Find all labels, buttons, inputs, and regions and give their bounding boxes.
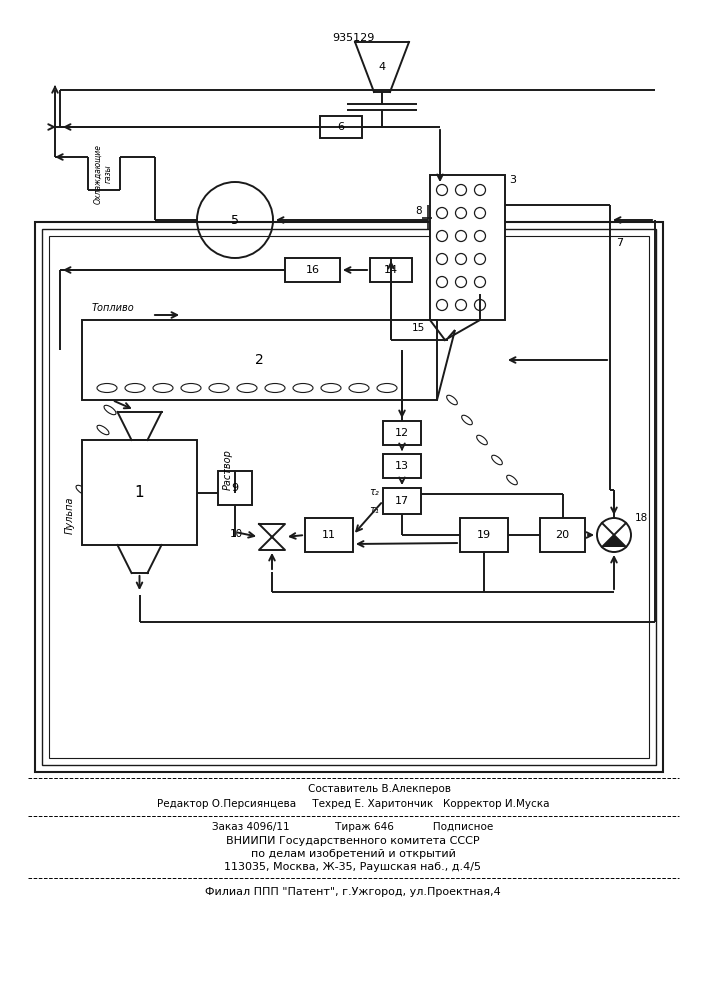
- Text: 113035, Москва, Ж-35, Раушская наб., д.4/5: 113035, Москва, Ж-35, Раушская наб., д.4…: [225, 862, 481, 872]
- Text: Составитель В.Алекперов: Составитель В.Алекперов: [308, 784, 452, 794]
- Text: 3: 3: [509, 175, 516, 185]
- Text: 11: 11: [322, 530, 336, 540]
- Text: Заказ 4096/11              Тираж 646            Подписное: Заказ 4096/11 Тираж 646 Подписное: [212, 822, 493, 832]
- Bar: [218, 471, 252, 505]
- Text: Пульпа: Пульпа: [65, 496, 75, 534]
- Text: 10: 10: [230, 529, 243, 539]
- Bar: [383, 421, 421, 445]
- Text: 4: 4: [378, 62, 385, 72]
- Bar: [460, 518, 508, 552]
- Bar: [49, 236, 649, 758]
- Bar: [35, 222, 663, 772]
- Text: 15: 15: [411, 323, 425, 333]
- Text: 17: 17: [395, 496, 409, 506]
- Text: 6: 6: [337, 122, 344, 132]
- Text: по делам изобретений и открытий: по делам изобретений и открытий: [250, 849, 455, 859]
- Bar: [82, 440, 197, 545]
- Text: 18: 18: [635, 513, 648, 523]
- Bar: [430, 175, 505, 320]
- Bar: [82, 320, 437, 400]
- Text: 8: 8: [416, 206, 422, 216]
- Text: 5: 5: [231, 214, 239, 227]
- Text: 2: 2: [255, 353, 264, 367]
- Bar: [370, 258, 412, 282]
- Text: Раствор: Раствор: [223, 450, 233, 490]
- Bar: [383, 454, 421, 478]
- Text: ВНИИПИ Государственного комитета СССР: ВНИИПИ Государственного комитета СССР: [226, 836, 480, 846]
- Text: 20: 20: [556, 530, 570, 540]
- Bar: [285, 258, 340, 282]
- Bar: [383, 488, 421, 514]
- Text: 19: 19: [477, 530, 491, 540]
- Bar: [540, 518, 585, 552]
- Text: Филиал ППП "Патент", г.Ужгород, ул.Проектная,4: Филиал ППП "Патент", г.Ужгород, ул.Проек…: [205, 887, 501, 897]
- Text: 16: 16: [305, 265, 320, 275]
- Text: τ₂: τ₂: [369, 487, 379, 497]
- Text: Охлаждающие
газы: Охлаждающие газы: [93, 144, 112, 204]
- Polygon shape: [602, 535, 626, 547]
- Text: 935129: 935129: [332, 33, 374, 43]
- Text: 12: 12: [395, 428, 409, 438]
- Text: 13: 13: [395, 461, 409, 471]
- Text: 14: 14: [384, 265, 398, 275]
- Text: τ₁: τ₁: [369, 505, 379, 515]
- Bar: [305, 518, 353, 552]
- Bar: [42, 229, 656, 765]
- Text: Топливо: Топливо: [92, 303, 135, 313]
- Bar: [320, 116, 362, 138]
- Text: Редактор О.Персиянцева     Техред Е. Харитончик   Корректор И.Муска: Редактор О.Персиянцева Техред Е. Харитон…: [157, 799, 549, 809]
- Text: 7: 7: [616, 238, 623, 248]
- Text: 9: 9: [231, 483, 238, 493]
- Text: 1: 1: [135, 485, 144, 500]
